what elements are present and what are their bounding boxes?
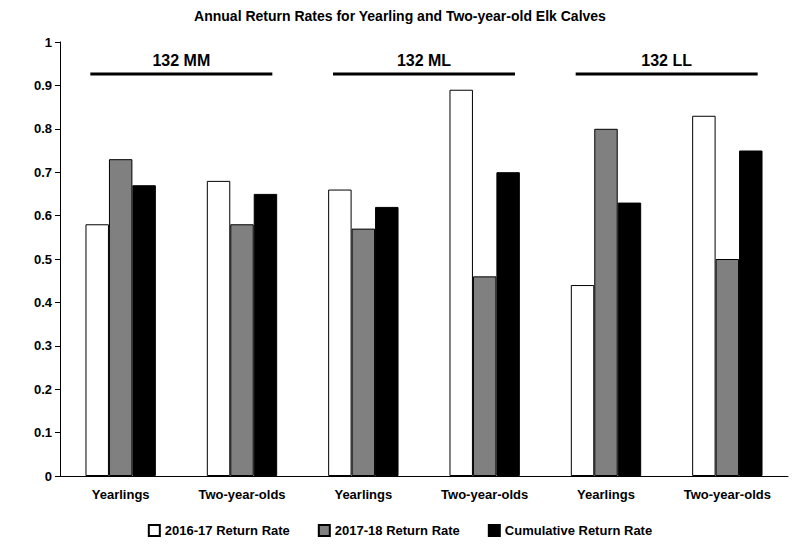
svg-text:0.8: 0.8 (34, 121, 52, 136)
svg-text:Yearlings: Yearlings (92, 487, 150, 502)
svg-text:Two-year-olds: Two-year-olds (441, 487, 528, 502)
svg-text:0.2: 0.2 (34, 382, 52, 397)
svg-text:0.7: 0.7 (34, 165, 52, 180)
svg-text:0.1: 0.1 (34, 425, 52, 440)
svg-text:Annual Return Rates for Yearli: Annual Return Rates for Yearling and Two… (194, 8, 606, 24)
svg-text:Two-year-olds: Two-year-olds (684, 487, 771, 502)
svg-text:132 MM: 132 MM (152, 52, 210, 69)
svg-text:132 LL: 132 LL (641, 52, 692, 69)
svg-text:0: 0 (45, 469, 52, 484)
svg-text:0.4: 0.4 (34, 295, 53, 310)
svg-text:Yearlings: Yearlings (334, 487, 392, 502)
svg-text:0.5: 0.5 (34, 252, 52, 267)
svg-text:Two-year-olds: Two-year-olds (198, 487, 285, 502)
svg-text:1: 1 (45, 35, 52, 50)
svg-text:0.3: 0.3 (34, 338, 52, 353)
svg-text:Cumulative Return Rate: Cumulative Return Rate (505, 523, 652, 538)
svg-text:2016-17 Return Rate: 2016-17 Return Rate (165, 523, 290, 538)
svg-text:0.6: 0.6 (34, 208, 52, 223)
svg-text:132 ML: 132 ML (397, 52, 451, 69)
svg-text:0.9: 0.9 (34, 78, 52, 93)
svg-text:2017-18 Return Rate: 2017-18 Return Rate (335, 523, 460, 538)
svg-text:Yearlings: Yearlings (577, 487, 635, 502)
